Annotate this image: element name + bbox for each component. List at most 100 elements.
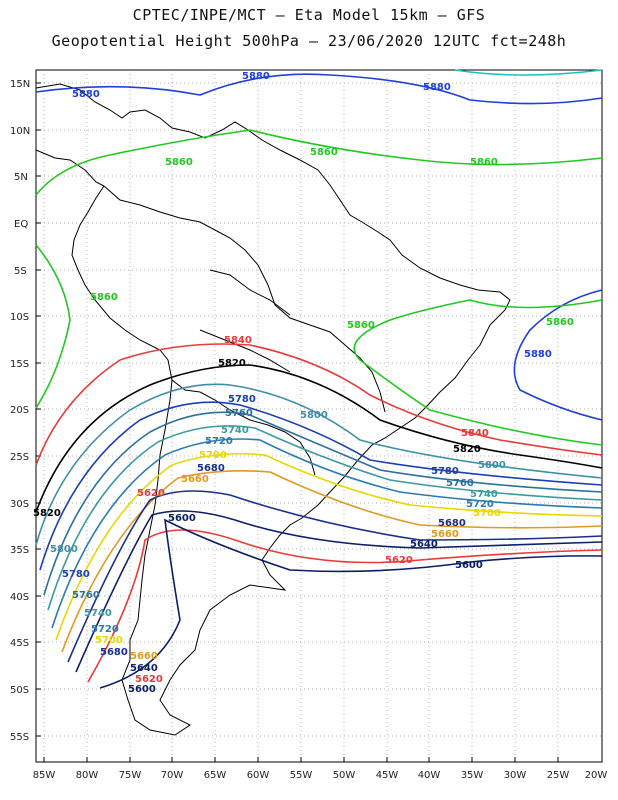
- contour-label: 5860: [165, 157, 193, 168]
- contour-5880: [35, 73, 603, 105]
- contour-5740: [47, 425, 603, 611]
- lat-label: 50S: [10, 685, 29, 696]
- contour-label: 5800: [50, 544, 78, 555]
- lon-label: 50W: [333, 770, 356, 781]
- contour-5700: [55, 452, 603, 641]
- lat-label: 20S: [10, 405, 29, 416]
- contour-label: 5740: [221, 425, 249, 436]
- contour-label: 5620: [137, 488, 165, 499]
- lat-label: 30S: [10, 499, 29, 510]
- contour-5720: [51, 438, 603, 629]
- lat-label: 15S: [10, 359, 29, 370]
- contour-label: 5680: [438, 518, 466, 529]
- lon-label: 80W: [76, 770, 99, 781]
- contour-label: 5880: [72, 89, 100, 100]
- contour-label: 5600: [128, 684, 156, 695]
- contour-label: 5720: [205, 436, 233, 447]
- contour-5660: [67, 490, 603, 663]
- contour-5840: [35, 343, 603, 466]
- contour-label: 5860: [90, 292, 118, 303]
- lon-label: 55W: [290, 770, 313, 781]
- contour-5760: [43, 411, 603, 596]
- contour-label: 5800: [478, 460, 506, 471]
- contour-label: 5780: [228, 394, 256, 405]
- contour-5680: [61, 470, 603, 653]
- contour-5900: [454, 69, 603, 76]
- lon-label: 25W: [547, 770, 570, 781]
- contour-5600: [99, 518, 603, 689]
- contour-label: 5760: [225, 408, 253, 419]
- lon-label: 75W: [119, 770, 142, 781]
- lat-label: 5S: [14, 266, 27, 277]
- contour-5860: [35, 129, 603, 196]
- lon-label: 40W: [418, 770, 441, 781]
- contour-label: 5860: [470, 157, 498, 168]
- contour-label: 5640: [410, 539, 438, 550]
- contour-label: 5860: [310, 147, 338, 158]
- lat-label: 15N: [10, 79, 30, 90]
- contour-label: 5780: [62, 569, 90, 580]
- lat-label: 35S: [10, 545, 29, 556]
- lon-label: 60W: [247, 770, 270, 781]
- contour-label: 5820: [33, 508, 61, 519]
- contour-5800: [35, 383, 603, 546]
- contour-5820: [35, 364, 603, 513]
- contour-label: 5880: [524, 349, 552, 360]
- contour-label: 5600: [455, 560, 483, 571]
- lat-label: 10N: [10, 126, 30, 137]
- contour-label: 5860: [347, 320, 375, 331]
- contour-label: 5600: [168, 513, 196, 524]
- lon-label: 70W: [161, 770, 184, 781]
- lat-label: 10S: [10, 312, 29, 323]
- lon-label: 45W: [376, 770, 399, 781]
- contour-label: 5700: [199, 450, 227, 461]
- contour-5880-south: [513, 289, 603, 421]
- contour-5860-east: [353, 299, 603, 446]
- lat-label: 5N: [14, 172, 28, 183]
- contour-label: 5660: [431, 529, 459, 540]
- contour-label: 5660: [130, 651, 158, 662]
- contour-label: 5700: [95, 635, 123, 646]
- contour-label: 5760: [446, 478, 474, 489]
- contour-label: 5700: [473, 508, 501, 519]
- contour-label: 5820: [218, 358, 246, 369]
- contour-label: 5860: [546, 317, 574, 328]
- lat-label: 55S: [10, 732, 29, 743]
- contour-label: 5720: [466, 499, 494, 510]
- lat-label: 45S: [10, 638, 29, 649]
- lat-label: EQ: [14, 219, 28, 230]
- contour-label: 5620: [385, 555, 413, 566]
- map-title-line2: Geopotential Height 500hPa – 23/06/2020 …: [51, 32, 567, 50]
- contour-label: 5780: [431, 466, 459, 477]
- contour-label: 5740: [470, 489, 498, 500]
- axis-ticks: [36, 82, 559, 762]
- contour-label: 5880: [423, 82, 451, 93]
- map-title-line1: CPTEC/INPE/MCT – Eta Model 15km – GFS: [132, 6, 486, 24]
- contour-label: 5720: [91, 624, 119, 635]
- contour-label: 5840: [461, 428, 489, 439]
- contour-label: 5680: [197, 463, 225, 474]
- contour-5620: [87, 529, 603, 683]
- contour-label: 5620: [135, 674, 163, 685]
- contour-5780: [39, 401, 603, 571]
- lat-label: 40S: [10, 592, 29, 603]
- contour-5640: [75, 510, 603, 673]
- contour-label: 5880: [242, 71, 270, 82]
- lon-label: 35W: [461, 770, 484, 781]
- contour-5860-west: [35, 244, 71, 409]
- contour-label: 5800: [300, 410, 328, 421]
- lat-label: 25S: [10, 452, 29, 463]
- contour-label: 5820: [453, 444, 481, 455]
- lon-label: 20W: [585, 770, 608, 781]
- lon-label: 65W: [204, 770, 227, 781]
- contour-label: 5640: [130, 663, 158, 674]
- contour-label: 5840: [224, 335, 252, 346]
- contour-label: 5760: [72, 590, 100, 601]
- contour-lines: [35, 69, 603, 689]
- lon-label: 85W: [33, 770, 56, 781]
- contour-label: 5660: [181, 474, 209, 485]
- contour-label: 5740: [84, 608, 112, 619]
- contour-label: 5680: [100, 647, 128, 658]
- lon-label: 30W: [504, 770, 527, 781]
